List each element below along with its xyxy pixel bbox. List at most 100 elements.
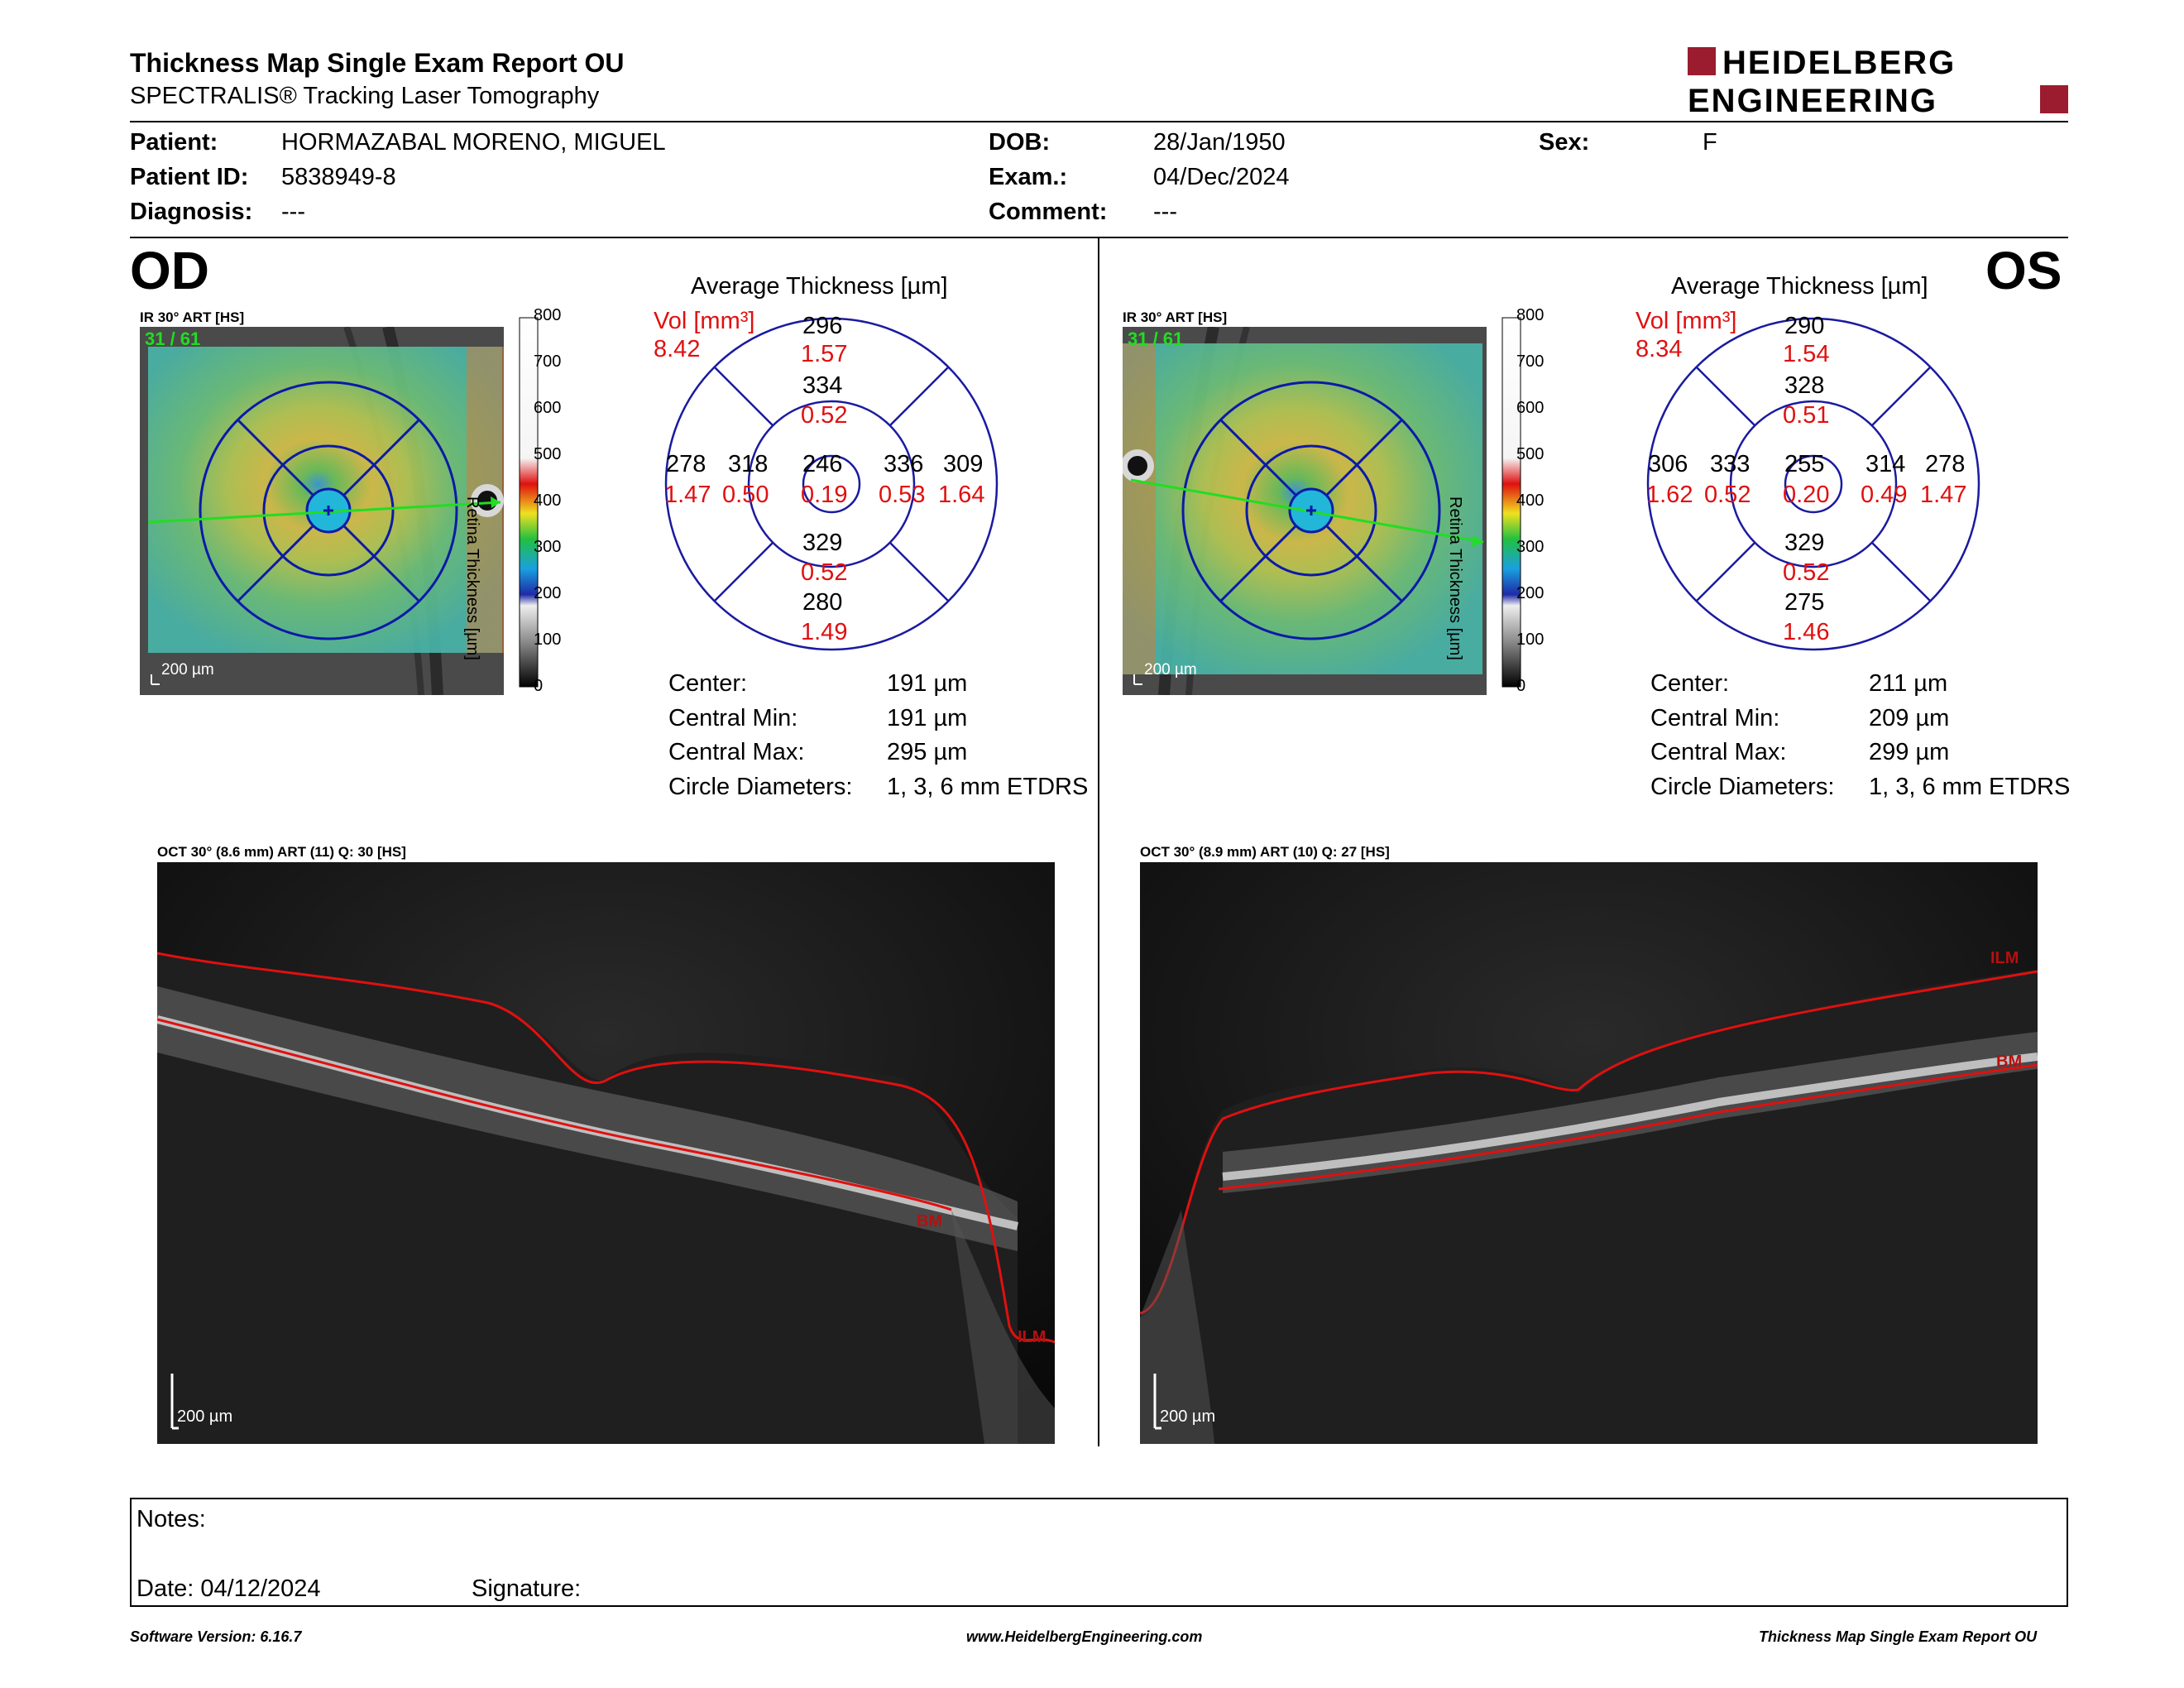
od-stat-value: 191 µm [887,705,968,731]
od-inner-sup-t: 334 [802,372,843,399]
od-inner-right-t: 336 [884,451,924,477]
notes-box[interactable] [130,1498,2068,1607]
od-cb-200: 200 [534,584,562,602]
os-inner-sup-t: 328 [1784,372,1825,399]
os-outer-right-t: 278 [1925,451,1966,477]
od-oct-ilm-label: ILM [1018,1328,1046,1346]
os-stat-label: Central Max: [1650,739,1787,765]
od-cb-300: 300 [534,538,562,556]
os-oct-bm-label: BM [1996,1053,2022,1071]
logo-line2: ENGINEERING [1688,83,1937,119]
os-cb-100: 100 [1516,631,1545,649]
od-inner-inf-t: 329 [802,530,843,556]
od-outer-sup-v: 1.57 [801,341,848,367]
od-inner-left-v: 0.50 [722,482,769,508]
os-outer-inf-t: 275 [1784,589,1825,616]
notes-signature: Signature: [472,1575,582,1602]
od-ir-scale: 200 µm [161,661,214,679]
od-outer-inf-v: 1.49 [801,619,848,645]
sex-value: F [1703,129,1717,156]
os-stat-label: Central Min: [1650,705,1780,731]
od-vol-total: 8.42 [654,336,701,362]
os-center-t: 255 [1784,451,1825,477]
os-inner-inf-v: 0.52 [1783,559,1830,586]
os-cb-600: 600 [1516,399,1545,417]
os-inner-right-v: 0.49 [1861,482,1908,508]
od-avg-title: Average Thickness [µm] [691,273,948,300]
od-outer-right-t: 309 [943,451,984,477]
os-inner-right-t: 314 [1866,451,1906,477]
notes-label: Notes: [136,1506,206,1532]
od-vol-label: Vol [mm³] [654,308,755,334]
os-stat-label: Circle Diameters: [1650,774,1835,800]
od-center-v: 0.19 [801,482,848,508]
od-ir-image: 31 / 61 200 µm [140,325,504,696]
diagnosis-label: Diagnosis: [130,199,253,225]
logo-line1: HEIDELBERG [1722,46,1956,81]
od-oct-bm-label: BM [917,1212,942,1230]
os-colorbar [1496,314,1578,695]
os-vol-label: Vol [mm³] [1636,308,1737,334]
od-stat-value: 1, 3, 6 mm ETDRS [887,774,1089,800]
od-ir-title: IR 30° ART [HS] [140,309,245,325]
footer-report: Thickness Map Single Exam Report OU [1759,1628,2038,1645]
os-outer-sup-v: 1.54 [1783,341,1830,367]
os-stat-value: 1, 3, 6 mm ETDRS [1869,774,2071,800]
od-outer-right-v: 1.64 [938,482,985,508]
os-oct-ilm-label: ILM [1990,949,2019,967]
notes-date: Date: 04/12/2024 [136,1575,321,1602]
os-stat-label: Center: [1650,670,1730,697]
os-stat-value: 209 µm [1869,705,1950,731]
od-outer-left-t: 278 [666,451,706,477]
os-inner-inf-t: 329 [1784,530,1825,556]
od-cb-800: 800 [534,306,562,324]
comment-label: Comment: [989,199,1108,225]
od-oct-image: BM ILM 200 µm [156,862,1056,1444]
os-outer-sup-t: 290 [1784,313,1825,339]
os-oct-scale: 200 µm [1160,1407,1215,1426]
od-cb-400: 400 [534,492,562,510]
eye-label-od: OD [130,241,209,300]
os-cb-500: 500 [1516,445,1545,463]
os-vol-total: 8.34 [1636,336,1683,362]
os-cb-0: 0 [1516,677,1526,695]
comment-value: --- [1153,199,1177,225]
os-oct-title: OCT 30° (8.9 mm) ART (10) Q: 27 [HS] [1140,844,1390,860]
os-cb-200: 200 [1516,584,1545,602]
od-stat-value: 191 µm [887,670,968,697]
os-inner-sup-v: 0.51 [1783,402,1830,429]
patient-divider [130,237,2068,238]
od-cb-100: 100 [534,631,562,649]
os-cb-800: 800 [1516,306,1545,324]
exam-value: 04/Dec/2024 [1153,164,1290,190]
od-ir-overlay: 31 / 61 [145,328,200,349]
footer-website[interactable]: www.HeidelbergEngineering.com [966,1628,1203,1645]
exam-label: Exam.: [989,164,1068,190]
od-inner-sup-v: 0.52 [801,402,848,429]
os-outer-right-v: 1.47 [1920,482,1967,508]
od-colorbar-label: Retina Thickness [µm] [463,496,481,660]
od-etdrs-grid [658,310,1005,658]
od-outer-inf-t: 280 [802,589,843,616]
report-subtitle: SPECTRALIS® Tracking Laser Tomography [130,83,600,109]
od-oct-title: OCT 30° (8.6 mm) ART (11) Q: 30 [HS] [157,844,406,860]
os-cb-400: 400 [1516,492,1545,510]
os-ir-overlay: 31 / 61 [1128,328,1183,349]
os-colorbar-label: Retina Thickness [µm] [1446,496,1464,660]
patient-label: Patient: [130,129,218,156]
os-inner-left-v: 0.52 [1704,482,1751,508]
dob-label: DOB: [989,129,1051,156]
os-ir-title: IR 30° ART [HS] [1123,309,1228,325]
eye-divider [1098,238,1099,1446]
report-title: Thickness Map Single Exam Report OU [130,48,625,78]
heidelberg-logo: HEIDELBERG ENGINEERING [1688,45,2068,120]
od-cb-600: 600 [534,399,562,417]
header-divider [130,121,2068,122]
os-stat-value: 211 µm [1869,670,1948,697]
od-cb-700: 700 [534,352,562,371]
sex-label: Sex: [1539,129,1590,156]
os-outer-left-v: 1.62 [1646,482,1693,508]
od-outer-left-v: 1.47 [664,482,711,508]
patient-id-value: 5838949-8 [281,164,396,190]
os-inner-left-t: 333 [1710,451,1751,477]
